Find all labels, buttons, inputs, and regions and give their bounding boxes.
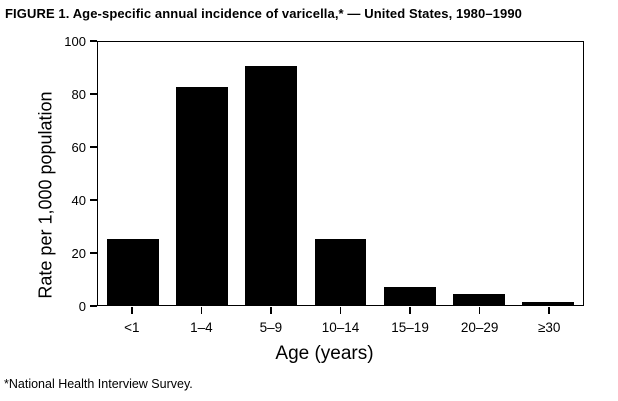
bar-15–19 xyxy=(383,286,436,305)
x-tick-mark xyxy=(339,306,342,314)
bar-slot xyxy=(444,42,513,305)
x-tick-mark xyxy=(200,306,203,314)
y-tick-label: 40 xyxy=(71,192,86,208)
bar-1–4 xyxy=(175,86,228,305)
bar-slot xyxy=(167,42,236,305)
x-tick-mark xyxy=(270,306,272,314)
x-tick-label: ≥30 xyxy=(537,320,561,335)
x-tick-mark xyxy=(409,306,411,314)
x-tick-mark xyxy=(478,306,481,314)
bar-slot xyxy=(375,42,444,305)
bar-5–9 xyxy=(245,65,298,305)
x-tick-mark xyxy=(131,306,133,314)
y-tick-mark xyxy=(90,93,97,95)
y-tick-label: 100 xyxy=(64,33,86,49)
bar-≥30 xyxy=(522,302,575,305)
y-tick-label: 60 xyxy=(71,139,86,155)
y-tick-label: 80 xyxy=(71,86,86,102)
x-tick-mark xyxy=(548,306,550,314)
y-tick-mark xyxy=(90,40,97,42)
bar-slot xyxy=(514,42,583,305)
x-tick-label: 1–4 xyxy=(190,320,213,335)
y-tick-mark xyxy=(90,252,97,254)
bar-10–14 xyxy=(314,239,367,305)
y-tick-label: 20 xyxy=(71,245,86,261)
x-tick-label: 5–9 xyxy=(259,320,283,335)
x-tick-label: 15–19 xyxy=(391,320,429,335)
x-axis-label: Age (years) xyxy=(275,343,374,364)
footnote: *National Health Interview Survey. xyxy=(4,377,193,391)
bar-20–29 xyxy=(453,294,506,305)
x-tick-label: 20–29 xyxy=(460,320,499,335)
y-tick-label: 0 xyxy=(78,298,86,314)
y-tick-mark xyxy=(90,199,97,201)
y-tick-mark xyxy=(90,305,97,307)
bar-slot xyxy=(306,42,375,305)
bar-<1 xyxy=(106,239,159,305)
bars-container xyxy=(98,42,583,305)
x-tick-label: <1 xyxy=(124,320,140,335)
y-tick-mark xyxy=(90,146,97,148)
figure-title: FIGURE 1. Age-specific annual incidence … xyxy=(5,6,522,21)
bar-slot xyxy=(237,42,306,305)
bar-slot xyxy=(98,42,167,305)
plot-area xyxy=(97,41,584,306)
x-tick-label: 10–14 xyxy=(321,320,360,335)
